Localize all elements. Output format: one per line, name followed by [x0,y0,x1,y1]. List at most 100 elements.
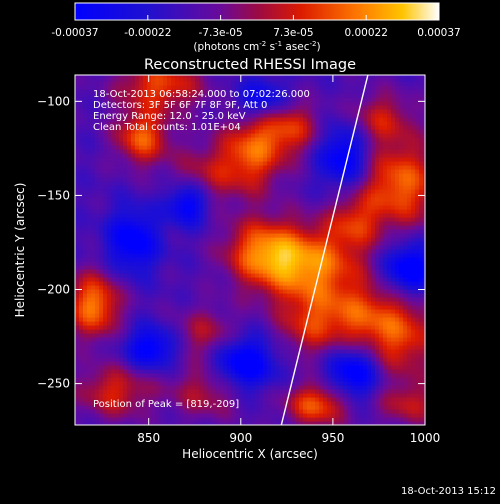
heatmap-cell [211,225,216,230]
heatmap-cell [87,261,92,266]
heatmap-cell [283,109,288,114]
heatmap-cell [187,241,192,246]
heatmap-cell [271,245,276,250]
heatmap-cell [211,349,216,354]
heatmap-cell [147,269,152,274]
heatmap-cell [95,377,100,382]
heatmap-cell [247,381,252,386]
heatmap-cell [95,361,100,366]
heatmap-cell [151,385,156,390]
heatmap-cell [255,265,260,270]
heatmap-cell [179,217,184,222]
heatmap-cell [119,385,124,390]
heatmap-cell [227,349,232,354]
heatmap-cell [139,361,144,366]
heatmap-cell [207,209,212,214]
heatmap-cell [75,133,80,138]
heatmap-cell [203,325,208,330]
heatmap-cell [271,313,276,318]
heatmap-cell [295,193,300,198]
heatmap-cell [247,317,252,322]
heatmap-cell [139,205,144,210]
heatmap-cell [167,305,172,310]
heatmap-cell [87,285,92,290]
heatmap-cell [215,257,220,262]
heatmap-cell [171,393,176,398]
heatmap-cell [199,353,204,358]
heatmap-cell [79,205,84,210]
heatmap-cell [219,357,224,362]
heatmap-cell [247,181,252,186]
heatmap-cell [87,201,92,206]
heatmap-cell [275,169,280,174]
heatmap-cell [243,417,248,422]
heatmap-cell [111,349,116,354]
heatmap-cell [251,373,256,378]
heatmap-cell [151,393,156,398]
heatmap-cell [279,145,284,150]
heatmap-cell [295,269,300,274]
heatmap-cell [251,341,256,346]
heatmap-cell [127,285,132,290]
heatmap-cell [191,77,196,82]
heatmap-cell [275,309,280,314]
heatmap-cell [87,377,92,382]
heatmap-cell [195,281,200,286]
heatmap-cell [259,321,264,326]
heatmap-cell [187,321,192,326]
heatmap-cell [139,181,144,186]
heatmap-cell [287,225,292,230]
heatmap-cell [223,225,228,230]
heatmap-cell [263,273,268,278]
heatmap-cell [79,149,84,154]
heatmap-cell [135,237,140,242]
heatmap-cell [75,209,80,214]
heatmap-cell [175,325,180,330]
heatmap-cell [167,337,172,342]
heatmap-cell [167,369,172,374]
heatmap-cell [291,117,296,122]
heatmap-cell [95,389,100,394]
heatmap-cell [83,253,88,258]
heatmap-cell [187,193,192,198]
heatmap-cell [287,261,292,266]
heatmap-cell [271,181,276,186]
heatmap-cell [223,417,228,422]
heatmap-cell [103,137,108,142]
heatmap-cell [83,233,88,238]
heatmap-cell [259,161,264,166]
heatmap-cell [227,181,232,186]
heatmap-cell [199,301,204,306]
heatmap-cell [111,301,116,306]
heatmap-cell [119,373,124,378]
heatmap-cell [247,357,252,362]
heatmap-cell [295,301,300,306]
heatmap-cell [267,213,272,218]
heatmap-cell [187,153,192,158]
heatmap-cell [239,217,244,222]
heatmap-cell [267,197,272,202]
heatmap-cell [147,357,152,362]
heatmap-cell [87,205,92,210]
heatmap-cell [107,329,112,334]
heatmap-cell [191,293,196,298]
heatmap-cell [107,161,112,166]
heatmap-cell [171,153,176,158]
heatmap-cell [267,109,272,114]
heatmap-cell [171,253,176,258]
heatmap-cell [123,253,128,258]
heatmap-cell [259,185,264,190]
heatmap-cell [239,221,244,226]
heatmap-cell [175,393,180,398]
heatmap-cell [143,313,148,318]
heatmap-cell [231,253,236,258]
heatmap-cell [143,297,148,302]
heatmap-cell [243,137,248,142]
heatmap-cell [235,309,240,314]
heatmap-cell [179,321,184,326]
heatmap-cell [163,141,168,146]
heatmap-cell [159,209,164,214]
heatmap-cell [87,361,92,366]
heatmap-cell [223,337,228,342]
heatmap-cell [283,269,288,274]
